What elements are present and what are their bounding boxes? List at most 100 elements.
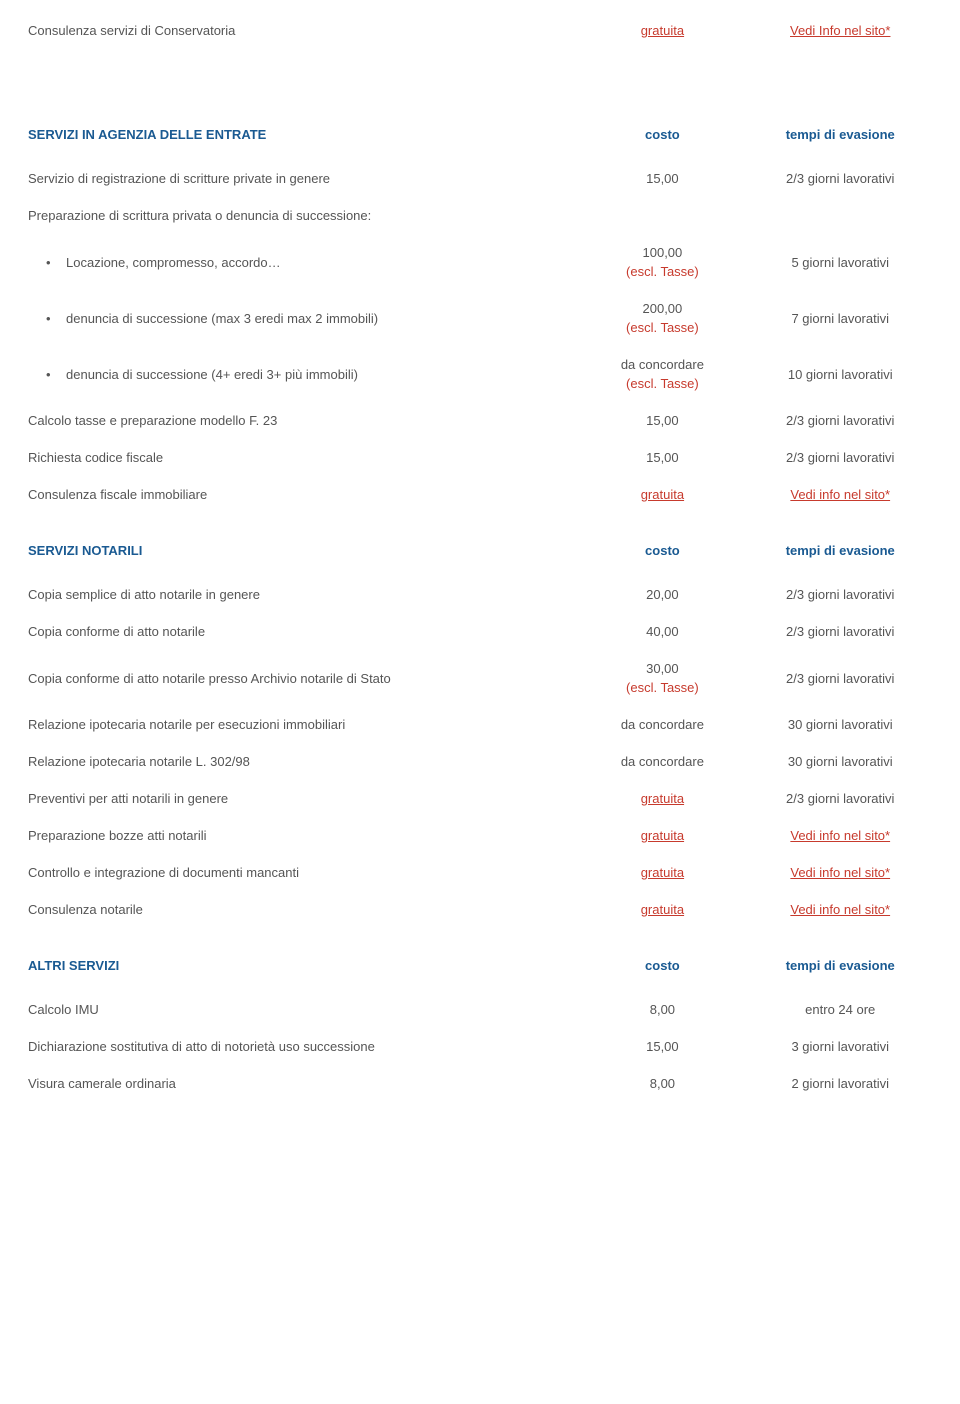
service-time: 2/3 giorni lavorativi xyxy=(744,402,936,439)
services-table: Consulenza servizi di Conservatoria grat… xyxy=(24,12,936,1102)
table-row: Preventivi per atti notarili in genere g… xyxy=(24,780,936,817)
service-cost: 30,00 (escl. Tasse) xyxy=(580,650,744,706)
service-cost: 15,00 xyxy=(580,402,744,439)
service-time: 2/3 giorni lavorativi xyxy=(744,160,936,197)
service-desc: Locazione, compromesso, accordo… xyxy=(24,234,580,290)
table-row: Visura camerale ordinaria 8,00 2 giorni … xyxy=(24,1065,936,1102)
service-time: Vedi info nel sito* xyxy=(744,891,936,928)
gratuita-link[interactable]: gratuita xyxy=(641,828,684,843)
service-desc: denuncia di successione (4+ eredi 3+ più… xyxy=(24,346,580,402)
service-desc: Calcolo IMU xyxy=(24,991,580,1028)
gratuita-link[interactable]: gratuita xyxy=(641,23,684,38)
service-cost: 200,00 (escl. Tasse) xyxy=(580,290,744,346)
service-cost: 15,00 xyxy=(580,1028,744,1065)
table-row: Controllo e integrazione di documenti ma… xyxy=(24,854,936,891)
service-time: 7 giorni lavorativi xyxy=(744,290,936,346)
info-link[interactable]: Vedi info nel sito* xyxy=(790,487,890,502)
cost-value: 100,00 xyxy=(584,245,740,260)
excl-tax-label: (escl. Tasse) xyxy=(584,320,740,335)
service-time: Vedi Info nel sito* xyxy=(744,12,936,49)
service-time: 30 giorni lavorativi xyxy=(744,706,936,743)
table-row: Calcolo IMU 8,00 entro 24 ore xyxy=(24,991,936,1028)
info-link[interactable]: Vedi Info nel sito* xyxy=(790,23,890,38)
service-time: Vedi info nel sito* xyxy=(744,817,936,854)
service-time: 30 giorni lavorativi xyxy=(744,743,936,780)
cost-value: 30,00 xyxy=(584,661,740,676)
service-desc: Relazione ipotecaria notarile per esecuz… xyxy=(24,706,580,743)
info-link[interactable]: Vedi info nel sito* xyxy=(790,828,890,843)
section-title: ALTRI SERVIZI xyxy=(24,928,580,991)
gratuita-link[interactable]: gratuita xyxy=(641,487,684,502)
service-desc: Copia semplice di atto notarile in gener… xyxy=(24,576,580,613)
service-cost: gratuita xyxy=(580,780,744,817)
excl-tax-label: (escl. Tasse) xyxy=(584,680,740,695)
col-header-cost: costo xyxy=(580,928,744,991)
service-time: Vedi info nel sito* xyxy=(744,476,936,513)
service-desc: Controllo e integrazione di documenti ma… xyxy=(24,854,580,891)
service-cost: gratuita xyxy=(580,12,744,49)
section-title: SERVIZI IN AGENZIA DELLE ENTRATE xyxy=(24,97,580,160)
service-desc: Dichiarazione sostitutiva di atto di not… xyxy=(24,1028,580,1065)
info-link[interactable]: Vedi info nel sito* xyxy=(790,902,890,917)
section-title: SERVIZI NOTARILI xyxy=(24,513,580,576)
service-cost: gratuita xyxy=(580,817,744,854)
gratuita-link[interactable]: gratuita xyxy=(641,902,684,917)
service-cost: gratuita xyxy=(580,854,744,891)
table-row: Relazione ipotecaria notarile per esecuz… xyxy=(24,706,936,743)
service-time: 2/3 giorni lavorativi xyxy=(744,613,936,650)
service-desc: Consulenza servizi di Conservatoria xyxy=(24,12,580,49)
service-time: 2/3 giorni lavorativi xyxy=(744,780,936,817)
service-time: 2/3 giorni lavorativi xyxy=(744,650,936,706)
table-row: denuncia di successione (max 3 eredi max… xyxy=(24,290,936,346)
spacer-row xyxy=(24,49,936,97)
info-link[interactable]: Vedi info nel sito* xyxy=(790,865,890,880)
service-cost: 8,00 xyxy=(580,991,744,1028)
service-desc: Copia conforme di atto notarile presso A… xyxy=(24,650,580,706)
service-desc: Servizio di registrazione di scritture p… xyxy=(24,160,580,197)
service-desc: Relazione ipotecaria notarile L. 302/98 xyxy=(24,743,580,780)
gratuita-link[interactable]: gratuita xyxy=(641,791,684,806)
service-time: entro 24 ore xyxy=(744,991,936,1028)
service-desc: Calcolo tasse e preparazione modello F. … xyxy=(24,402,580,439)
service-cost: 100,00 (escl. Tasse) xyxy=(580,234,744,290)
cost-value: da concordare xyxy=(584,357,740,372)
service-desc: Preparazione di scrittura privata o denu… xyxy=(24,197,580,234)
service-cost: 15,00 xyxy=(580,439,744,476)
section-header: SERVIZI NOTARILI costo tempi di evasione xyxy=(24,513,936,576)
service-cost: gratuita xyxy=(580,476,744,513)
section-header: SERVIZI IN AGENZIA DELLE ENTRATE costo t… xyxy=(24,97,936,160)
table-row: Richiesta codice fiscale 15,00 2/3 giorn… xyxy=(24,439,936,476)
col-header-time: tempi di evasione xyxy=(744,513,936,576)
section-header: ALTRI SERVIZI costo tempi di evasione xyxy=(24,928,936,991)
table-row: Consulenza notarile gratuita Vedi info n… xyxy=(24,891,936,928)
service-cost: 20,00 xyxy=(580,576,744,613)
table-row: Calcolo tasse e preparazione modello F. … xyxy=(24,402,936,439)
service-desc: Copia conforme di atto notarile xyxy=(24,613,580,650)
col-header-cost: costo xyxy=(580,97,744,160)
table-row: Servizio di registrazione di scritture p… xyxy=(24,160,936,197)
gratuita-link[interactable]: gratuita xyxy=(641,865,684,880)
cost-value: 200,00 xyxy=(584,301,740,316)
service-desc: Preventivi per atti notarili in genere xyxy=(24,780,580,817)
table-row: Consulenza servizi di Conservatoria grat… xyxy=(24,12,936,49)
service-cost: 40,00 xyxy=(580,613,744,650)
service-cost: 8,00 xyxy=(580,1065,744,1102)
service-cost xyxy=(580,197,744,234)
table-row: Copia conforme di atto notarile presso A… xyxy=(24,650,936,706)
service-time: 2/3 giorni lavorativi xyxy=(744,576,936,613)
col-header-time: tempi di evasione xyxy=(744,97,936,160)
service-desc: Consulenza fiscale immobiliare xyxy=(24,476,580,513)
table-row: Dichiarazione sostitutiva di atto di not… xyxy=(24,1028,936,1065)
service-desc: Richiesta codice fiscale xyxy=(24,439,580,476)
table-row: Preparazione di scrittura privata o denu… xyxy=(24,197,936,234)
service-cost: da concordare xyxy=(580,706,744,743)
service-time: 5 giorni lavorativi xyxy=(744,234,936,290)
service-time xyxy=(744,197,936,234)
service-cost: da concordare (escl. Tasse) xyxy=(580,346,744,402)
table-row: Copia semplice di atto notarile in gener… xyxy=(24,576,936,613)
table-row: denuncia di successione (4+ eredi 3+ più… xyxy=(24,346,936,402)
table-row: Copia conforme di atto notarile 40,00 2/… xyxy=(24,613,936,650)
table-row: Relazione ipotecaria notarile L. 302/98 … xyxy=(24,743,936,780)
service-cost: 15,00 xyxy=(580,160,744,197)
service-desc: Preparazione bozze atti notarili xyxy=(24,817,580,854)
